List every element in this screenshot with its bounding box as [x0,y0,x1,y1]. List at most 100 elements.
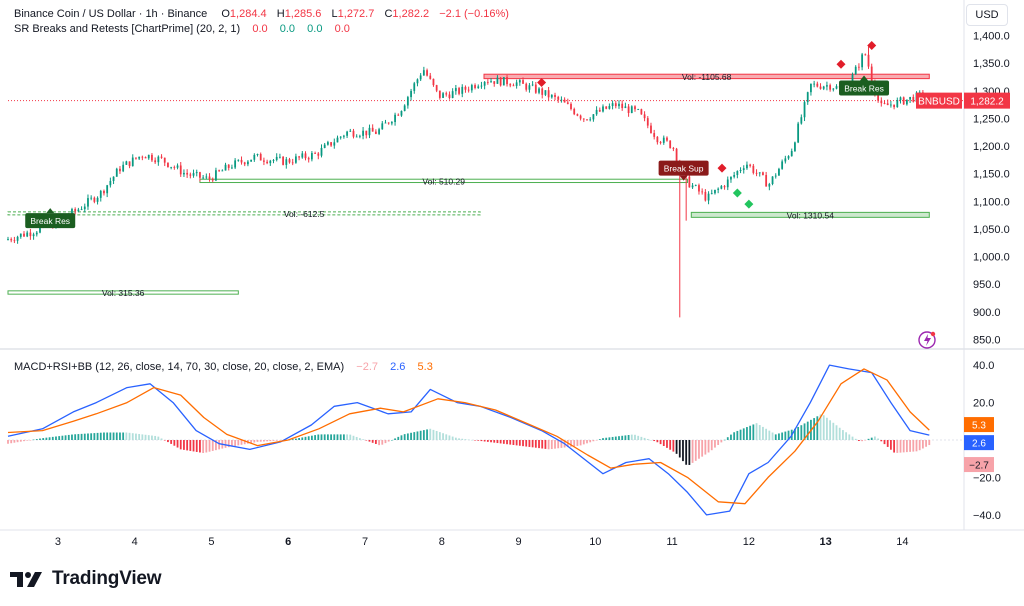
macd-histogram-bar [749,425,752,440]
candle-up [477,86,480,88]
candle-down [554,94,556,97]
macd-histogram-bar [442,433,444,440]
candle-down [605,106,608,109]
tradingview-icon [10,572,42,587]
candle-down [74,209,77,212]
macd-histogram-bar [42,438,45,440]
macd-histogram-bar [195,440,198,452]
candle-up [797,123,800,143]
candle-down [432,78,435,86]
sr-indicator-title[interactable]: SR Breaks and Retests [ChartPrime] (20, … [14,23,241,35]
tradingview-logo[interactable]: TradingView [10,568,162,590]
macd-histogram-bar [173,440,176,446]
macd-histogram-bar [93,433,96,440]
macd-histogram-bar [147,435,150,440]
sr-value-2: 0.0 [279,23,296,35]
macd-histogram-bar [400,435,403,440]
price-axis[interactable]: 1,400.01,350.01,300.01,250.01,200.01,150… [916,31,1010,522]
break-label-text: Break Res [844,84,884,94]
candle-up [96,197,99,202]
time-axis[interactable]: 3 4 5 6 7 8 9 10 11 12 13 14 [55,536,909,548]
candle-up [7,239,9,240]
candle-up [483,81,486,86]
candle-up [234,160,237,168]
macd-histogram-bar [502,440,505,444]
macd-histogram-bar [339,434,342,440]
candle-up [691,185,694,188]
symbol-title[interactable]: Binance Coin / US Dollar · 1h · Binance [14,8,208,20]
last-price-tag-box [964,92,1010,109]
macd-histogram-bar [902,440,905,453]
macd-histogram-bar [509,440,512,445]
candle-up [195,172,198,174]
macd-histogram-bar [215,440,217,451]
macd-histogram-bar [890,440,892,450]
flash-icon-dot [930,331,936,337]
macd-histogram-bar [842,430,844,440]
candle-down [218,170,221,172]
price-tick-label: 1,200.0 [973,141,1010,153]
macd-histogram-bar [733,432,736,440]
candle-down [886,103,889,106]
macd-histogram-bar [637,435,640,440]
candle-down [563,99,566,103]
macd-histogram-bar [589,440,592,443]
macd-histogram-bar [909,440,911,452]
macd-histogram-bar [806,421,809,440]
candle-up [131,157,134,167]
macd-histogram-bar [48,437,51,440]
macd-histogram-bar [119,432,121,440]
macd-histogram-bar [803,423,806,440]
macd-histogram-bar [183,440,185,450]
candle-up [358,135,361,137]
candle-up [790,150,793,157]
macd-histogram-bar [202,440,205,454]
candle-down [829,85,832,90]
macd-histogram-bar [634,434,636,440]
macd-histogram-bar [656,440,659,443]
macd-value-tag-text: −2.7 [969,461,989,472]
candle-up [518,80,521,83]
macd-histogram-bar [445,434,448,440]
candle-up [122,164,125,172]
macd-histogram-bar [544,440,547,449]
macd-histogram-bar [16,440,19,443]
macd-histogram-bar [794,428,796,440]
high-label: H [276,8,285,20]
macd-histogram-bar [32,439,35,441]
macd-histogram-bar [755,423,758,440]
candle-up [394,114,396,123]
candle-up [320,147,323,156]
currency-button[interactable]: USD [966,4,1008,26]
retest-diamond-down [867,40,877,50]
macd-histogram-bar [362,439,364,440]
macd-histogram-bar [205,440,208,453]
macd-histogram-bar [531,440,534,448]
candle-up [112,176,115,181]
candle-down [291,162,294,164]
macd-histogram-bar [160,438,163,440]
zone-volume-label: Vol: 1310.54 [787,210,835,220]
macd-histogram-bar [624,435,627,440]
macd-histogram-bar [534,440,537,448]
candle-up [32,234,35,237]
candle-up [490,81,492,83]
macd-histogram-bar [186,440,189,451]
macd-indicator-title[interactable]: MACD+RSI+BB (12, 26, close, 14, 70, 30, … [14,361,345,373]
candle-down [458,88,460,94]
macd-histogram-bar [199,440,201,453]
candle-down [438,90,441,98]
time-tick-label: 9 [515,536,521,548]
macd-histogram-bar [899,440,902,453]
macd-histogram-bar [141,434,144,440]
candle-up [707,193,710,201]
macd-histogram-bar [666,440,668,448]
candle-up [835,86,838,89]
macd-histogram-bar [499,440,502,444]
macd-histogram-bar [419,430,422,440]
macd-histogram-bar [813,418,816,440]
low-label: L [331,8,338,20]
macd-histogram-bar [448,435,451,440]
macd-histogram-bar [582,440,585,445]
